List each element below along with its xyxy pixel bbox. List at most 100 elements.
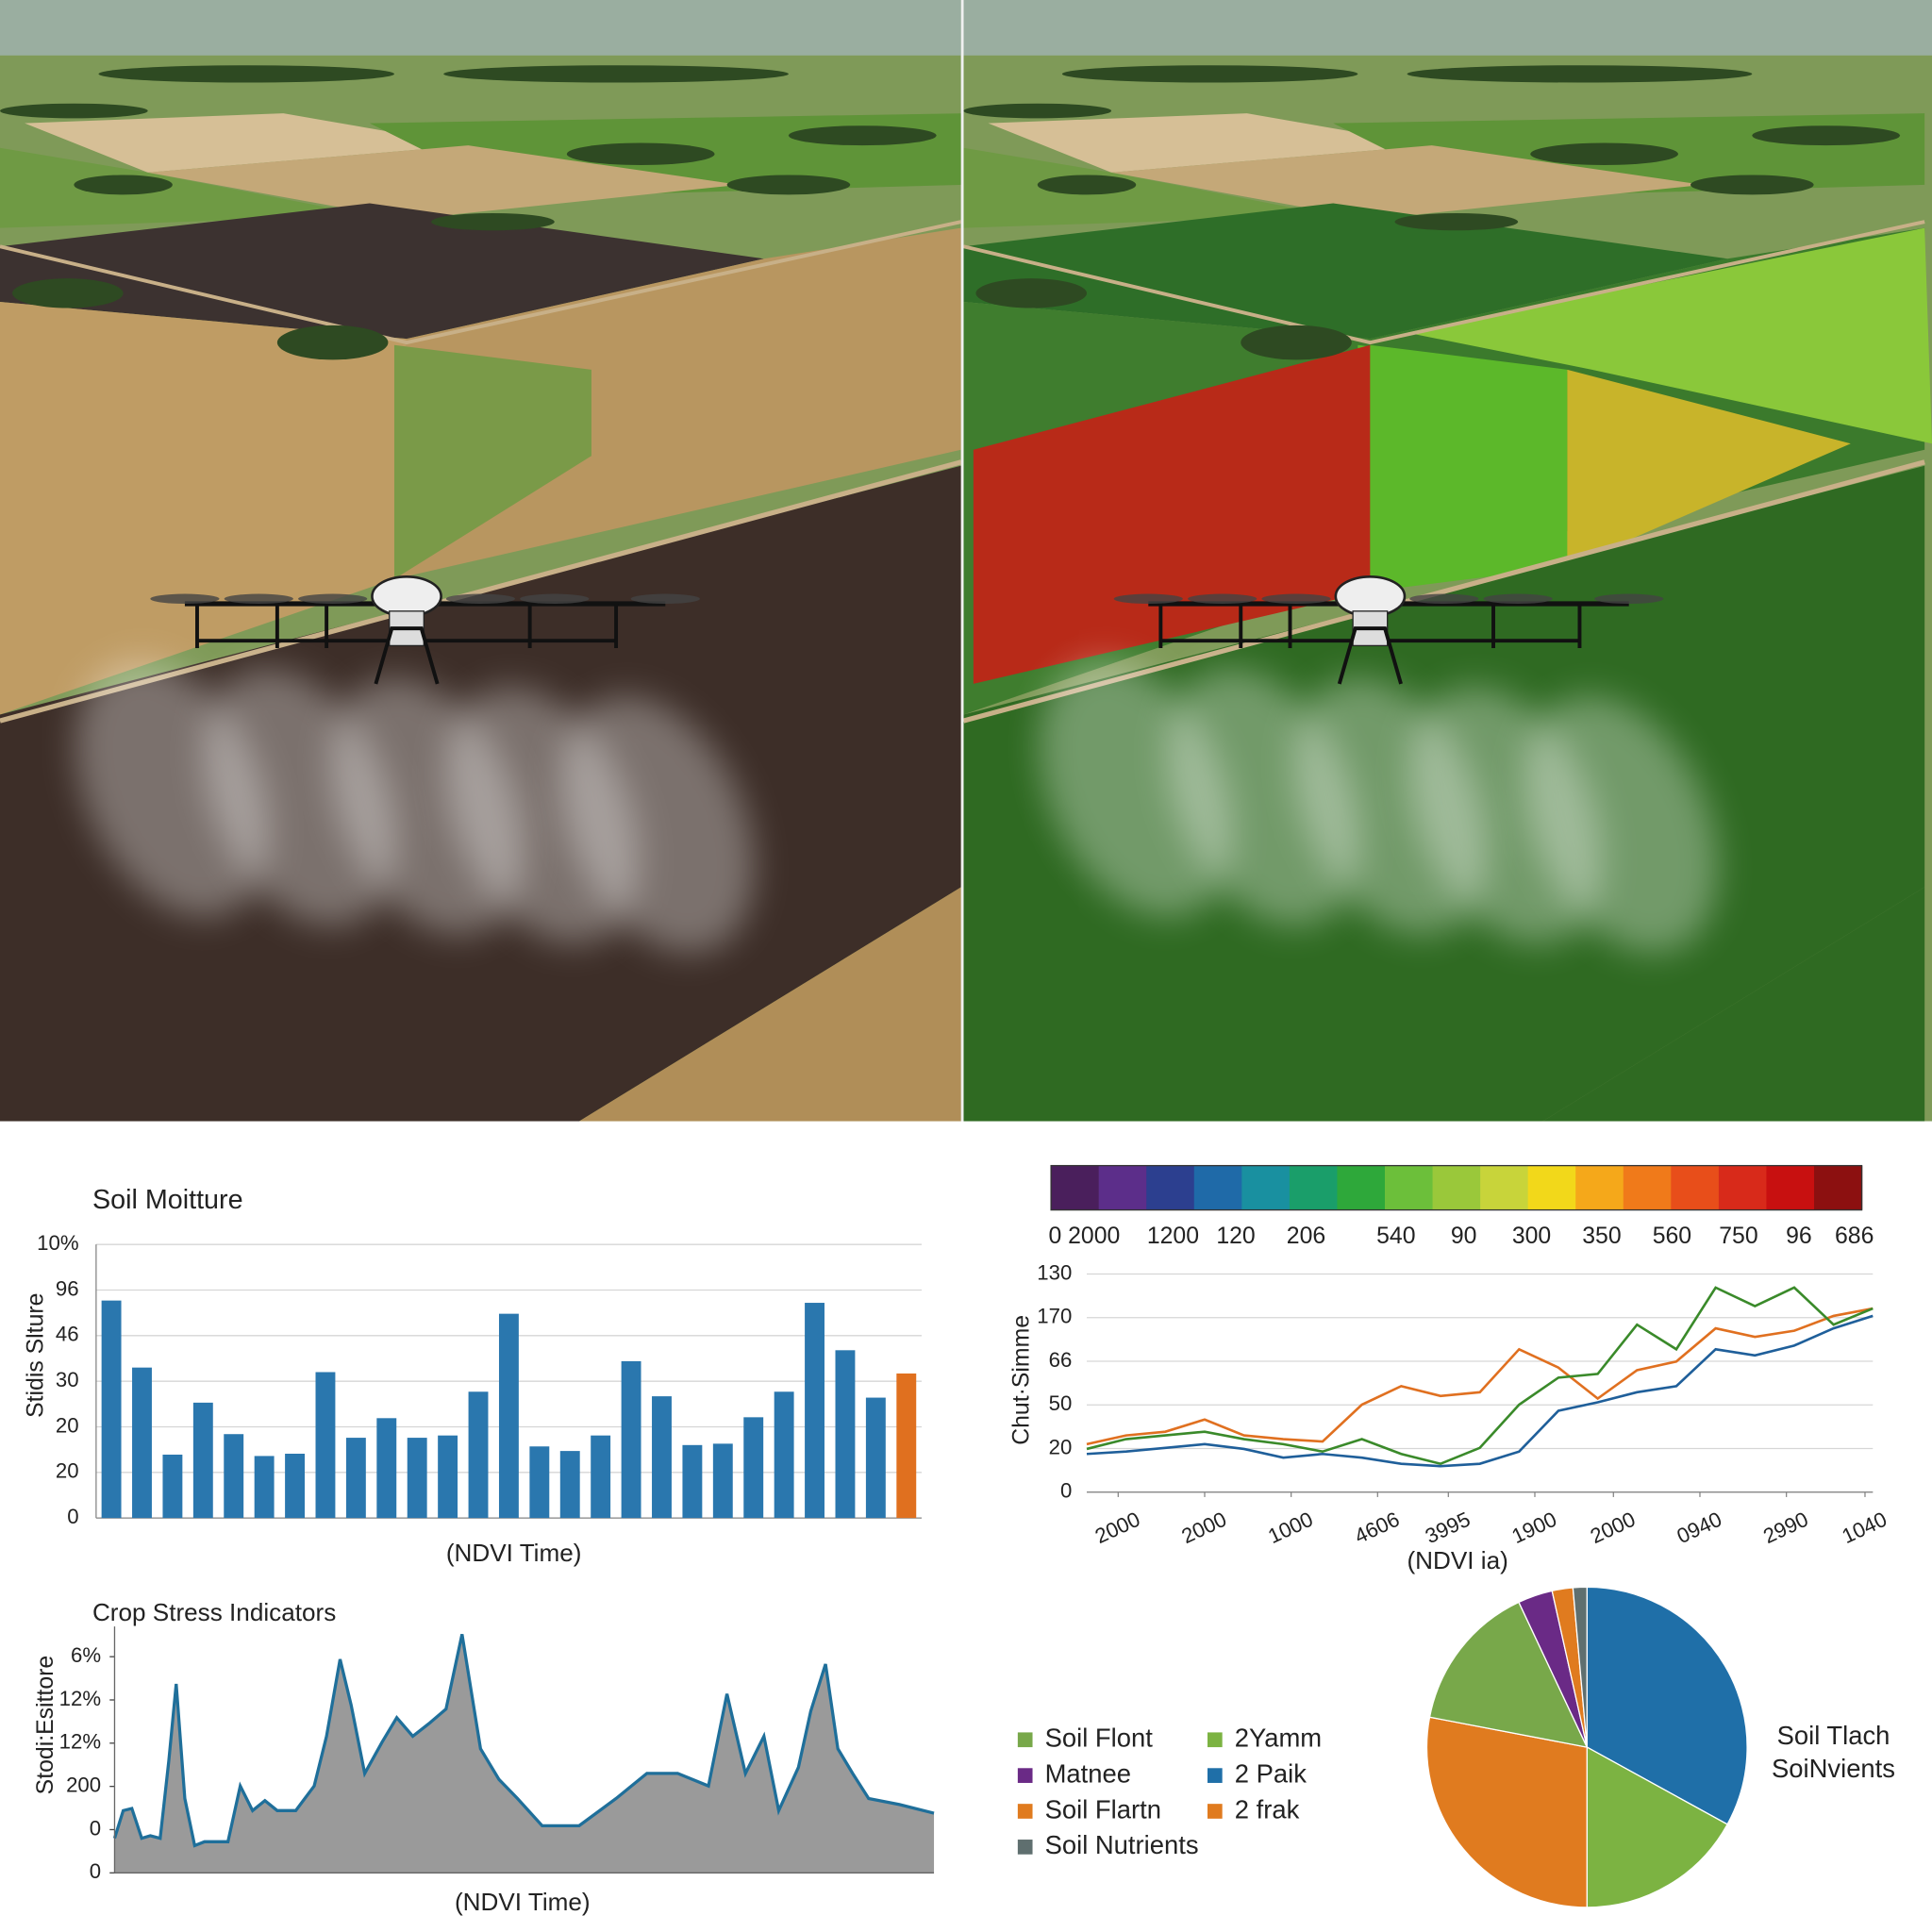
colorbar-label: 120 <box>1216 1224 1255 1249</box>
trees <box>1752 125 1901 146</box>
colorbar-swatch <box>1480 1165 1529 1210</box>
x-tick-label: 1900 <box>1508 1507 1560 1549</box>
colorbar-swatch <box>1051 1165 1100 1210</box>
legend-label: 2 frak <box>1235 1794 1300 1824</box>
y-tick-label: 130 <box>1037 1260 1072 1284</box>
x-tick-label: 1000 <box>1264 1507 1316 1549</box>
colorbar-swatch <box>1671 1165 1720 1210</box>
y-axis-label: Stidis Slture <box>24 1293 49 1418</box>
drone-body <box>371 575 442 618</box>
y-tick-label: 10% <box>37 1231 78 1255</box>
bar <box>529 1446 550 1519</box>
trees <box>443 65 789 83</box>
colorbar-swatch <box>1289 1165 1339 1210</box>
y-tick-label: 200 <box>66 1774 101 1797</box>
spray-mist <box>560 695 755 953</box>
drone-rotor <box>1261 593 1331 604</box>
x-axis-label: (NDVI ia) <box>1407 1546 1507 1574</box>
y-tick-label: 12% <box>59 1687 101 1710</box>
y-tick-label: 0 <box>1060 1479 1072 1503</box>
colorbar-swatch <box>1098 1165 1147 1210</box>
line-series <box>1086 1314 1874 1468</box>
field <box>1370 344 1568 591</box>
x-tick-label: 3995 <box>1422 1507 1474 1549</box>
trees <box>963 103 1112 119</box>
colorbar-label: 0 2000 <box>1048 1224 1120 1249</box>
trees <box>1241 325 1352 360</box>
drone-rotor <box>1594 593 1664 604</box>
y-tick-label: 170 <box>1037 1305 1072 1328</box>
trees <box>98 65 394 83</box>
y-tick-label: 50 <box>1049 1391 1073 1415</box>
colorbar-swatch <box>1385 1165 1434 1210</box>
bar <box>345 1438 366 1519</box>
colorbar-swatch <box>1575 1165 1624 1210</box>
bar <box>315 1372 336 1519</box>
pie-slice <box>1586 1745 1728 1908</box>
drone-rotor <box>1188 593 1257 604</box>
legend-swatch <box>1017 1804 1033 1819</box>
field <box>1567 369 1851 567</box>
trees <box>1037 175 1137 195</box>
trees <box>1394 212 1519 231</box>
chart-title: Soil Moitture <box>92 1185 243 1215</box>
bar <box>468 1391 489 1519</box>
field <box>988 113 1432 173</box>
y-tick-label: 30 <box>56 1368 79 1391</box>
y-tick-label: 12% <box>59 1730 101 1754</box>
colorbar-swatch <box>1337 1165 1386 1210</box>
trees <box>788 125 937 146</box>
bar <box>712 1443 733 1519</box>
drone-rotor <box>224 593 293 604</box>
legend-label: 2Yamm <box>1235 1723 1322 1752</box>
bar <box>652 1396 672 1519</box>
y-tick-label: 0 <box>90 1816 101 1840</box>
colorbar-swatch <box>1813 1165 1863 1210</box>
x-tick-label: 2990 <box>1759 1507 1811 1549</box>
colorbar-label: 350 <box>1582 1224 1621 1249</box>
colorbar-label: 750 <box>1719 1224 1757 1249</box>
legend-label: 2 Paik <box>1235 1758 1307 1788</box>
spray-mist <box>1524 695 1718 953</box>
field <box>147 145 740 220</box>
x-tick-label: 4606 <box>1351 1507 1403 1549</box>
drone-rotor <box>1483 593 1553 604</box>
field <box>963 203 1728 340</box>
pie-slice <box>1572 1586 1588 1748</box>
drone-rotor <box>520 593 590 604</box>
drone-rotor <box>630 593 700 604</box>
colorbar-label: 540 <box>1376 1224 1415 1249</box>
trees <box>1690 175 1814 195</box>
photo-half <box>963 0 1932 1122</box>
trees <box>1407 65 1753 83</box>
y-tick-label: 20 <box>56 1413 79 1437</box>
y-axis-label: Stodi:Esittore <box>33 1656 58 1794</box>
trees <box>276 325 389 360</box>
pie-annotation: Soil Tlach <box>1777 1721 1890 1750</box>
field <box>1407 227 1932 444</box>
colorbar-label: 300 <box>1512 1224 1551 1249</box>
colorbar-frame <box>1050 1164 1863 1211</box>
drone-rotor <box>445 593 515 604</box>
road <box>0 220 961 345</box>
horizon <box>0 0 961 56</box>
bar <box>559 1451 580 1519</box>
road <box>963 220 1925 345</box>
chart-title: Crop Stress Indicators <box>92 1598 336 1626</box>
legend-swatch <box>1017 1768 1033 1783</box>
pie-slice <box>1428 1601 1589 1748</box>
trees <box>431 212 555 231</box>
bar <box>621 1360 641 1519</box>
colorbar-label: 96 <box>1786 1224 1812 1249</box>
legend-label: Soil Nutrients <box>1045 1830 1199 1859</box>
x-tick-label: 2000 <box>1587 1507 1639 1549</box>
field <box>0 203 764 340</box>
bar <box>224 1434 244 1519</box>
colorbar-label: 206 <box>1287 1224 1325 1249</box>
bar <box>438 1435 458 1519</box>
legend-label: Soil Flartn <box>1045 1794 1161 1824</box>
colorbar-swatch <box>1193 1165 1242 1210</box>
legend-swatch <box>1208 1804 1223 1819</box>
trees <box>12 278 124 308</box>
